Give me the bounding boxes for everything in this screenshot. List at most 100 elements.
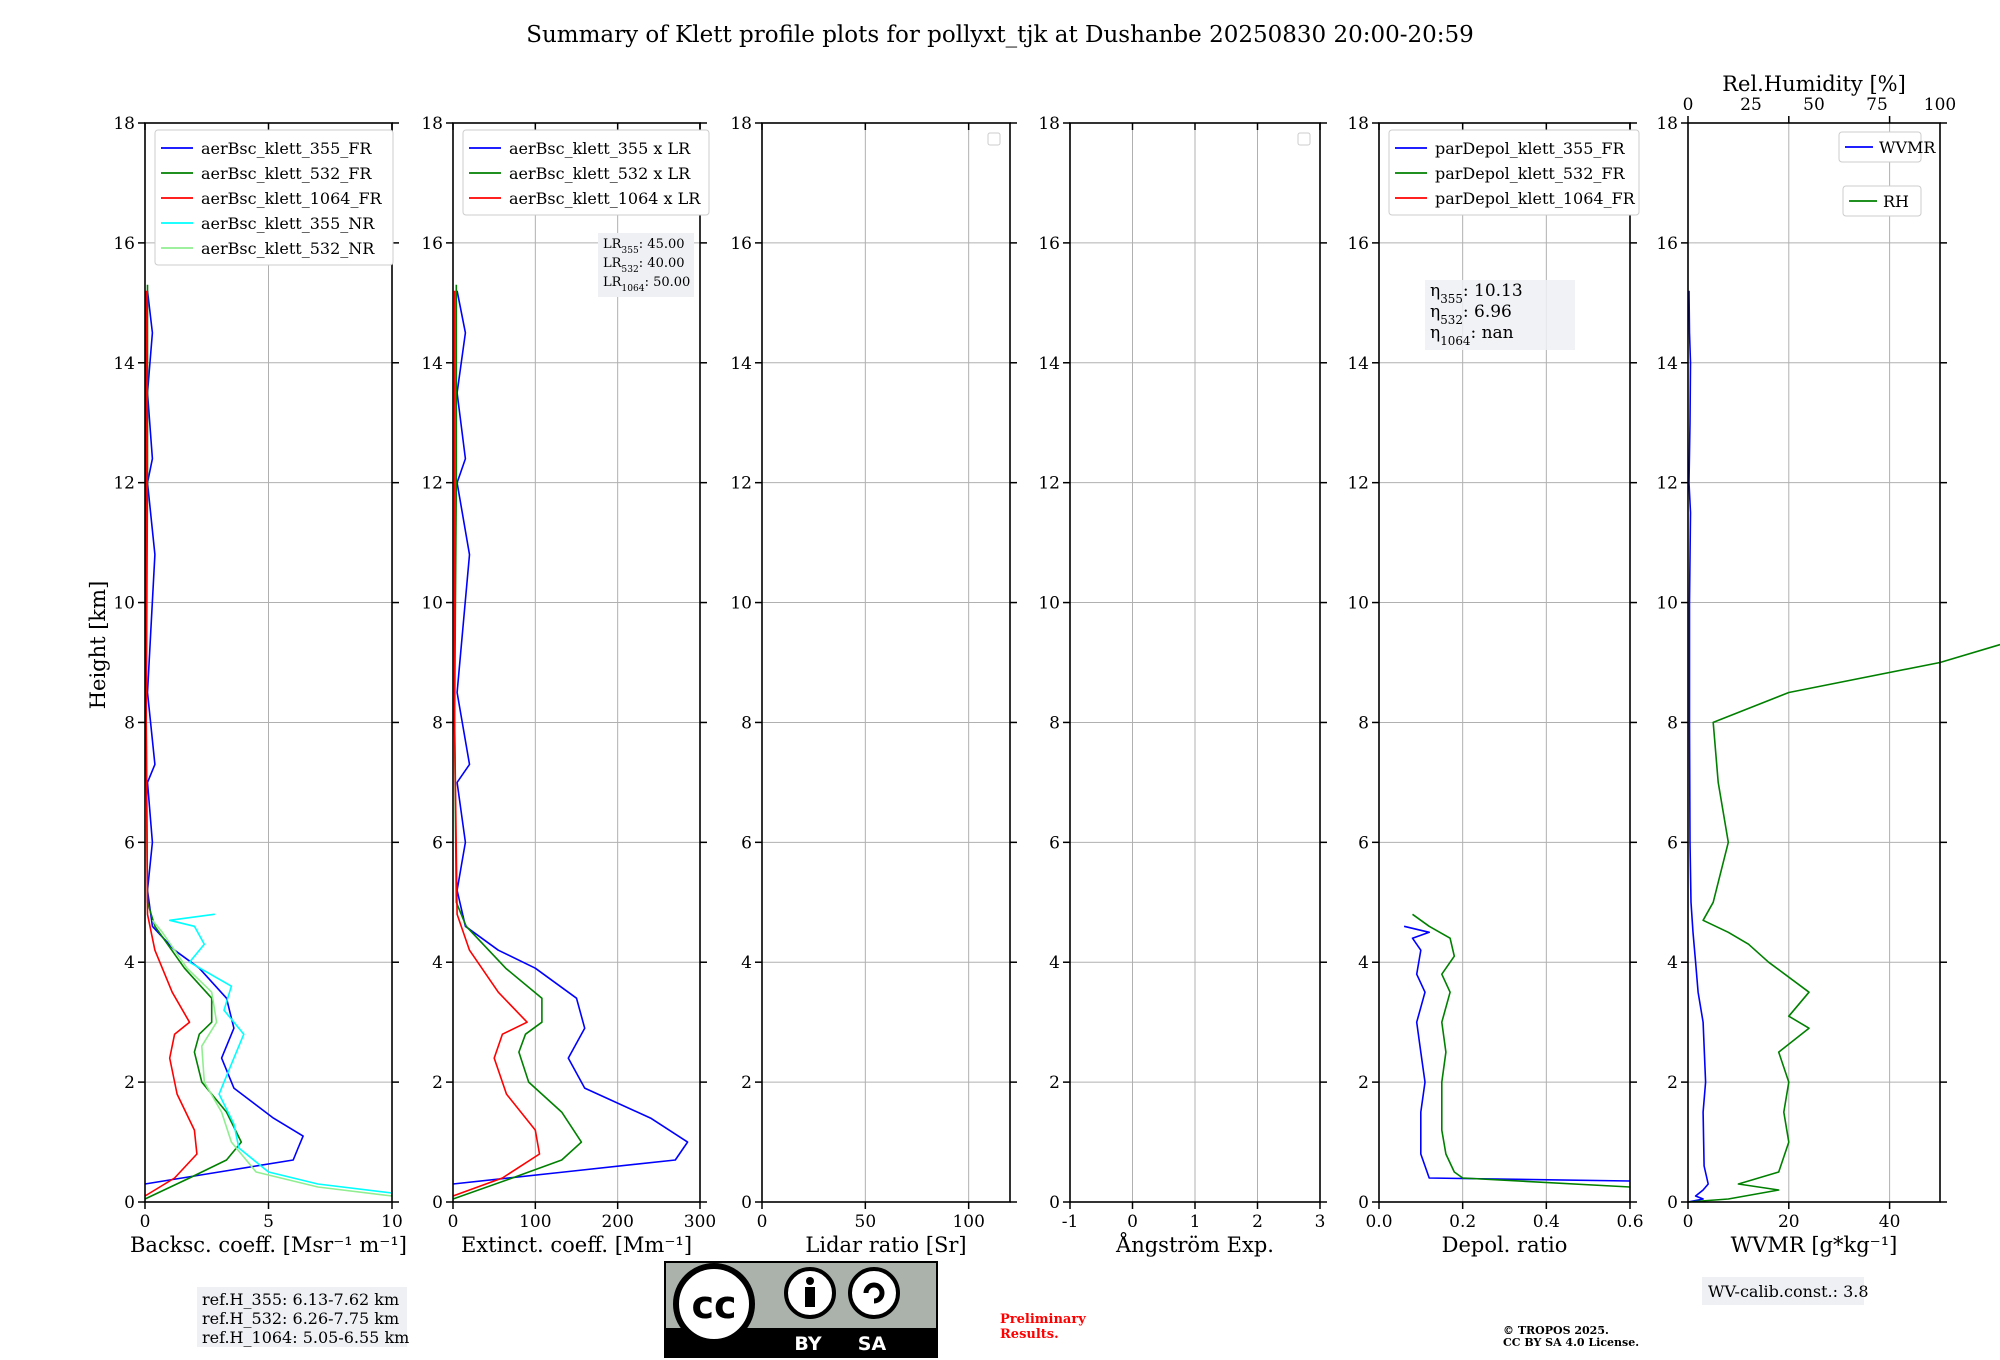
cc-text: cc: [691, 1283, 736, 1327]
ref-height-text: ref.H_1064: 5.05-6.55 km: [202, 1328, 409, 1347]
x-axis-label: Backsc. coeff. [Msr⁻¹ m⁻¹]: [130, 1233, 407, 1257]
x-tick-label: 0: [448, 1212, 459, 1232]
y-tick-label: 18: [113, 114, 135, 134]
y-tick-label: 4: [1667, 953, 1678, 973]
x-tick-label: 20: [1778, 1212, 1800, 1232]
lidar-ratio-text: LR532: 40.00: [603, 256, 685, 275]
series-line-aerbsc-klett-1064-fr: [144, 290, 198, 1197]
x2-axis-label: Rel.Humidity [%]: [1722, 72, 1906, 96]
legend-label: aerBsc_klett_355 x LR: [509, 139, 691, 158]
y-tick-label: 18: [1038, 114, 1060, 134]
x-tick-label: 0.2: [1449, 1212, 1476, 1232]
legend-label: aerBsc_klett_532_FR: [201, 164, 372, 183]
y-tick-label: 14: [1656, 354, 1678, 374]
y-tick-label: 16: [421, 234, 443, 254]
y-tick-label: 16: [1656, 234, 1678, 254]
x-tick-label: 0: [140, 1212, 151, 1232]
y-tick-label: 16: [113, 234, 135, 254]
eta-text: η355: 10.13: [1430, 281, 1523, 306]
y-tick-label: 4: [432, 953, 443, 973]
y-tick-label: 16: [730, 234, 752, 254]
x-axis-label: Lidar ratio [Sr]: [805, 1233, 966, 1257]
x-tick-label: 0: [1683, 1212, 1694, 1232]
series-line-aerbsc-klett-355-x-lr: [452, 290, 689, 1185]
eta-text: η1064: nan: [1430, 323, 1514, 348]
y-tick-label: 10: [730, 594, 752, 614]
x2-tick-label: 100: [1924, 95, 1956, 115]
sa-share-icon: [848, 1267, 900, 1319]
y-tick-label: 16: [1347, 234, 1369, 254]
series-line-wvmr: [1687, 290, 1709, 1203]
y-tick-label: 2: [1358, 1073, 1369, 1093]
x-tick-label: 0.4: [1533, 1212, 1560, 1232]
y-tick-label: 6: [432, 833, 443, 853]
panel-depol: 0.0 0.2 0.4 0.6 0 2 4 6 8 10 12 14 16 18 Depol. ratio p…: [1347, 114, 1643, 1257]
lidar-ratio-text: LR1064: 50.00: [603, 275, 690, 294]
x2-tick-label: 75: [1866, 95, 1888, 115]
legend-label: parDepol_klett_1064_FR: [1435, 189, 1636, 208]
y-tick-label: 10: [1038, 594, 1060, 614]
axes-frame: [1378, 122, 1631, 1203]
series-line-aerbsc-klett-1064-x-lr: [452, 290, 541, 1197]
x-tick-label: -1: [1062, 1212, 1079, 1232]
x-tick-label: 2: [1252, 1212, 1263, 1232]
x-tick-label: 5: [263, 1212, 274, 1232]
y-tick-label: 14: [1038, 354, 1060, 374]
y-tick-label: 18: [1347, 114, 1369, 134]
y-tick-label: 0: [1667, 1193, 1678, 1213]
y-tick-label: 10: [113, 594, 135, 614]
chart-title: Summary of Klett profile plots for polly…: [526, 22, 1474, 48]
legend-label: RH: [1883, 192, 1909, 211]
y-tick-label: 0: [124, 1193, 135, 1213]
x-tick-label: 0.6: [1616, 1212, 1643, 1232]
x-axis-label: Extinct. coeff. [Mm⁻¹]: [461, 1233, 692, 1257]
y-tick-label: 8: [432, 713, 443, 733]
wv-calib-text: WV-calib.const.: 3.8: [1708, 1282, 1869, 1301]
y-tick-label: 2: [1049, 1073, 1060, 1093]
y-tick-label: 4: [124, 953, 135, 973]
y-tick-label: 6: [741, 833, 752, 853]
y-tick-label: 12: [113, 474, 135, 494]
x-tick-label: 100: [519, 1212, 551, 1232]
x-tick-label: 0: [757, 1212, 768, 1232]
y-tick-label: 8: [1049, 713, 1060, 733]
x-tick-label: 300: [684, 1212, 716, 1232]
y-tick-label: 2: [741, 1073, 752, 1093]
preliminary-results-note: Preliminary Results.: [1000, 1312, 1086, 1342]
y-tick-label: 4: [741, 953, 752, 973]
legend-box: [1838, 131, 1922, 163]
legend-label: aerBsc_klett_532_NR: [201, 239, 375, 258]
y-tick-label: 2: [432, 1073, 443, 1093]
y-tick-label: 6: [124, 833, 135, 853]
legend-label: parDepol_klett_532_FR: [1435, 164, 1626, 183]
legend-label: parDepol_klett_355_FR: [1435, 139, 1626, 158]
x2-tick-label: 50: [1803, 95, 1825, 115]
x-axis-label: Ångström Exp.: [1115, 1232, 1274, 1257]
y-tick-label: 12: [421, 474, 443, 494]
y-tick-label: 4: [1358, 953, 1369, 973]
empty-legend-box: [1297, 132, 1311, 146]
series-line-pardepol-klett-532-fr: [1412, 913, 1631, 1188]
y-tick-label: 18: [421, 114, 443, 134]
y-tick-label: 12: [1347, 474, 1369, 494]
series-line-rh: [1687, 643, 2000, 1203]
ref-height-box: [197, 1287, 407, 1347]
legend-box: [1842, 185, 1922, 217]
y-tick-label: 14: [421, 354, 443, 374]
y-tick-label: 8: [124, 713, 135, 733]
x-tick-label: 3: [1315, 1212, 1326, 1232]
lidar-ratio-box: [598, 233, 694, 297]
x-axis-label: WVMR [g*kg⁻¹]: [1731, 1233, 1898, 1257]
y-tick-label: 14: [113, 354, 135, 374]
legend-label: aerBsc_klett_355_NR: [201, 214, 375, 233]
series-line-aerbsc-klett-355-nr: [168, 913, 393, 1194]
cc-circle-icon: [673, 1263, 755, 1345]
legend-label: aerBsc_klett_1064_FR: [201, 189, 383, 208]
eta-box: [1425, 280, 1575, 350]
y-tick-label: 8: [1667, 713, 1678, 733]
series-line-aerbsc-klett-532-nr: [151, 919, 393, 1197]
y-tick-label: 14: [730, 354, 752, 374]
sa-text: SA: [858, 1333, 887, 1355]
copyright-line-1: © TROPOS 2025.: [1503, 1324, 1609, 1337]
